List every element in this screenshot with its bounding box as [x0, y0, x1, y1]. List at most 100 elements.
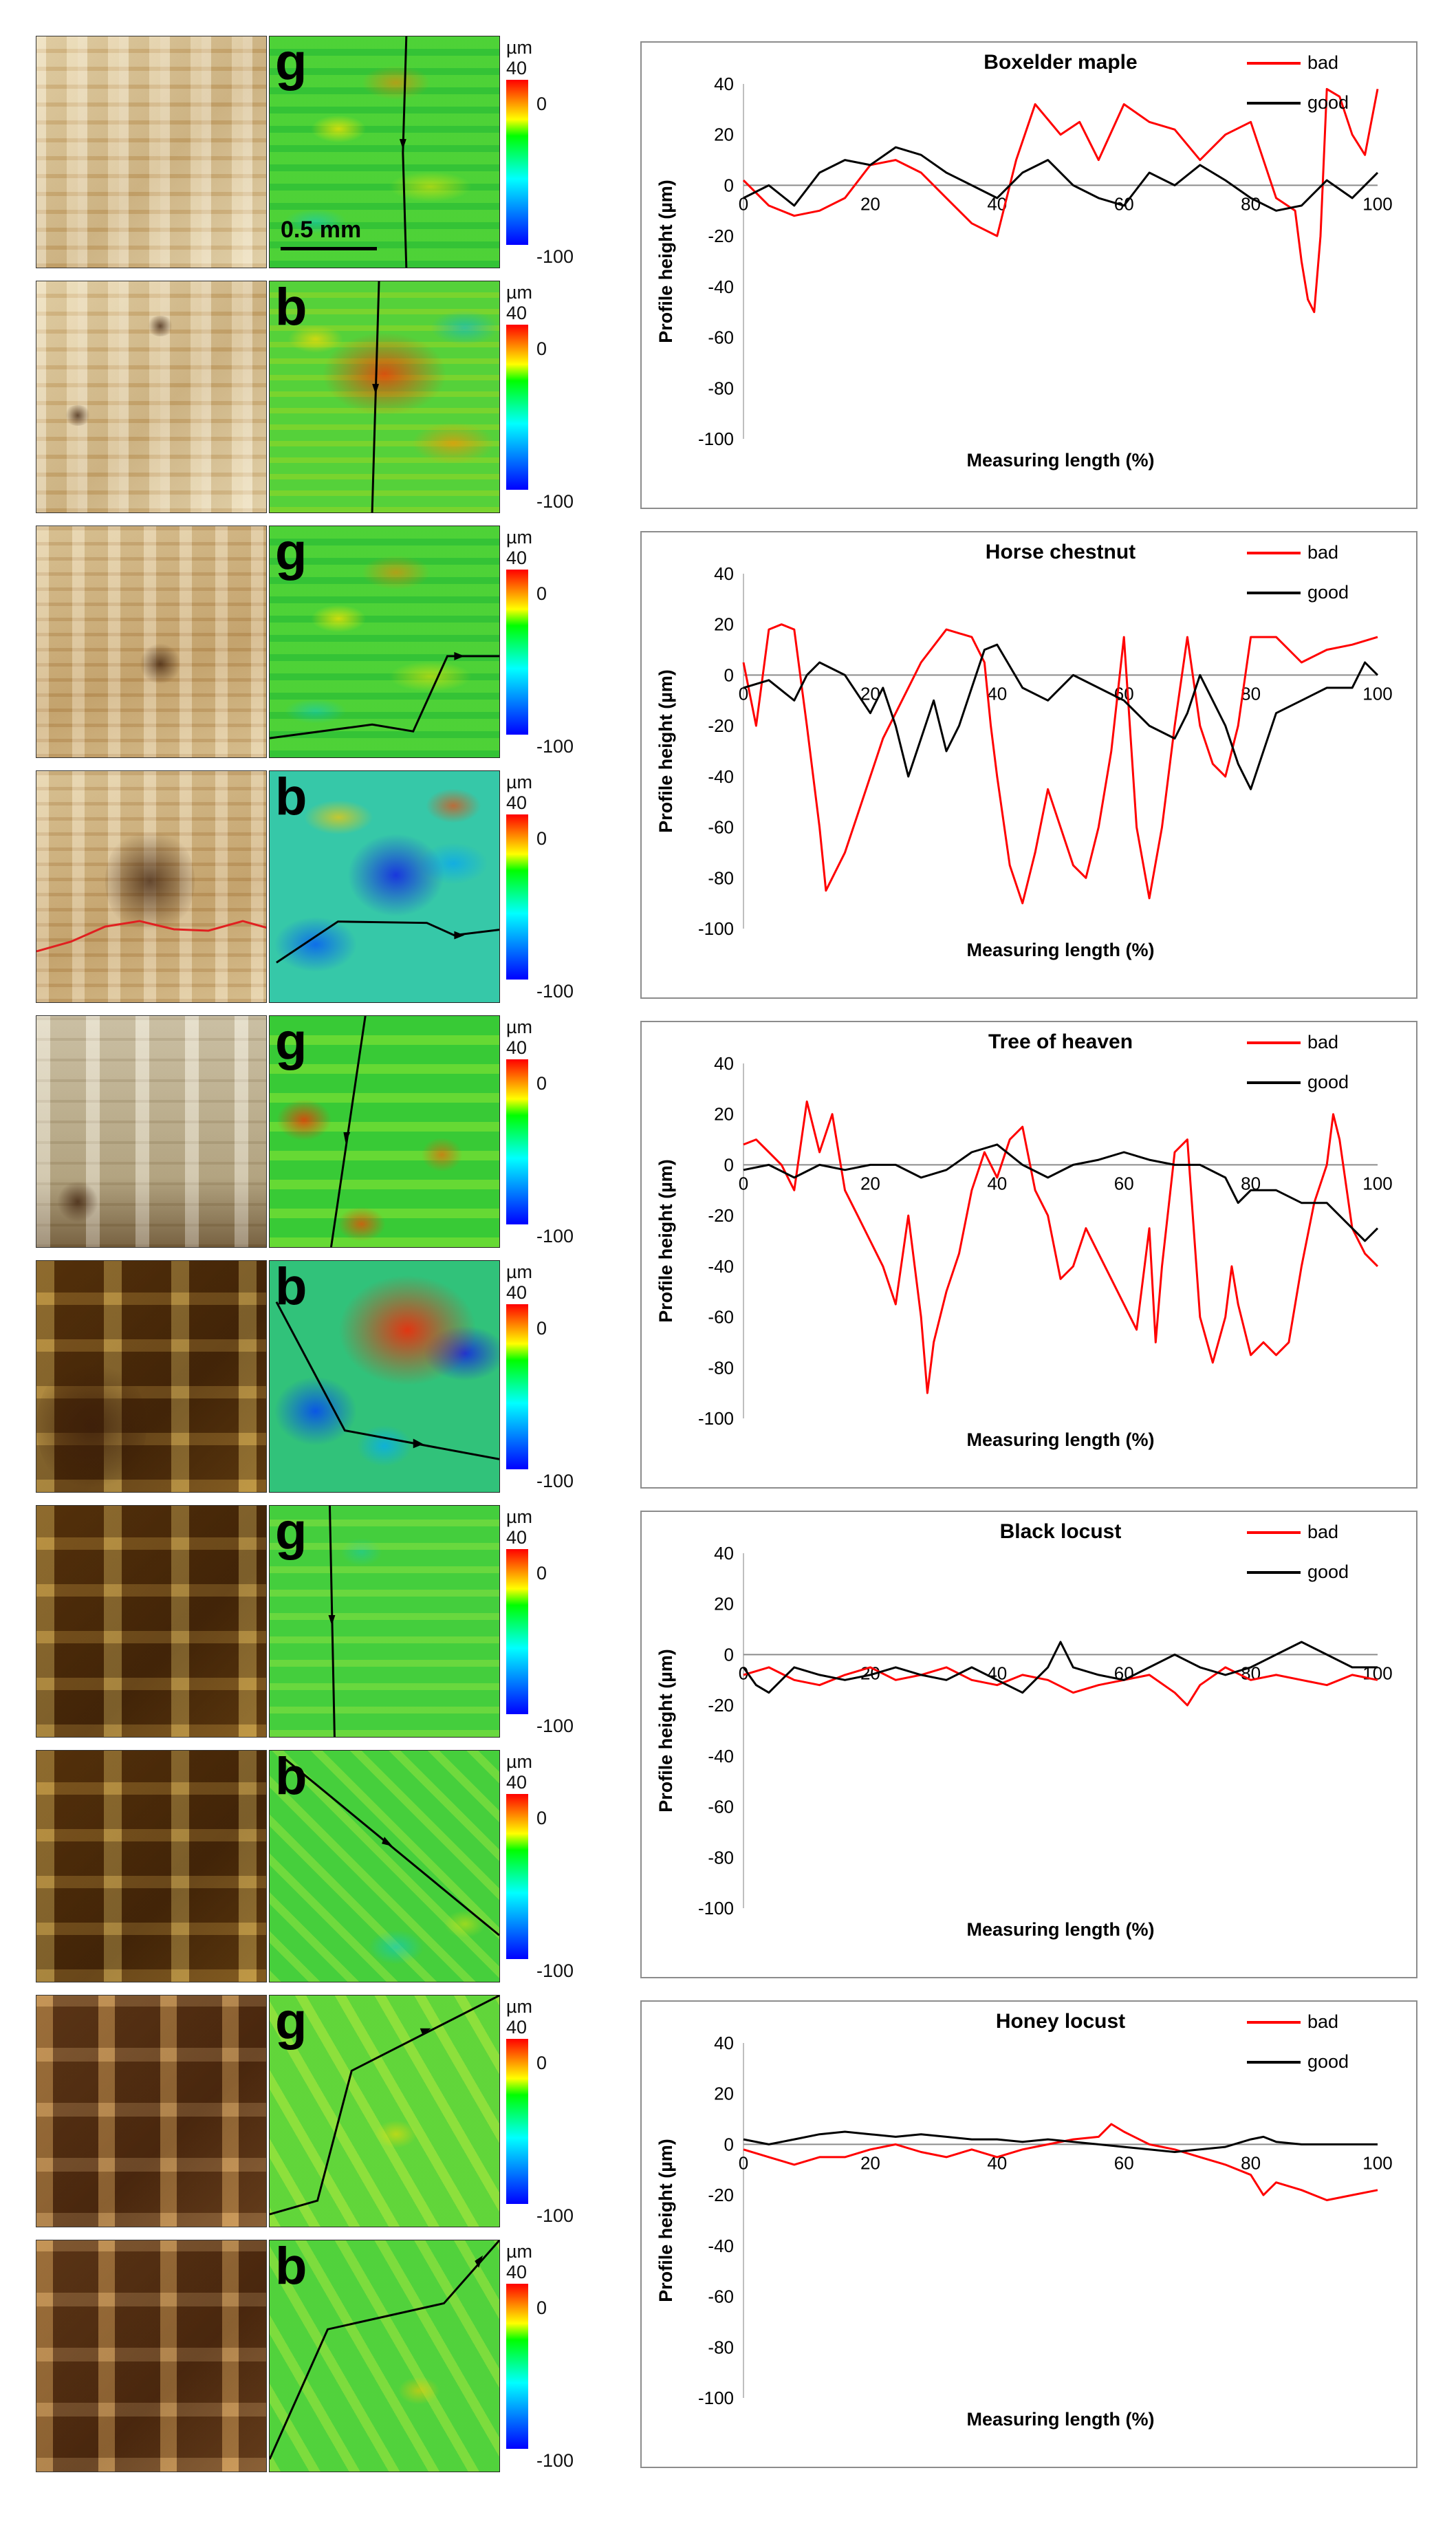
- colorbar: µm 40 0 -100: [506, 1260, 574, 1493]
- colorbar-min: -100: [536, 1716, 574, 1736]
- y-axis-title: Profile height (µm): [655, 1649, 676, 1813]
- micrograph-horse-chestnut-good: [36, 526, 267, 758]
- y-tick-label: -20: [708, 2185, 734, 2205]
- y-tick-label: -100: [698, 918, 734, 939]
- y-tick-label: -60: [708, 1307, 734, 1328]
- colorbar-gradient: [506, 325, 528, 490]
- series-line-good: [743, 643, 1379, 790]
- x-axis-title: Measuring length (%): [966, 450, 1154, 471]
- legend-label-bad: bad: [1307, 2011, 1338, 2032]
- micrograph-pore: [140, 643, 181, 684]
- colorbar-min: -100: [536, 736, 574, 757]
- x-tick-label: 80: [1241, 2152, 1261, 2173]
- colorbar-max: 40: [506, 2017, 528, 2037]
- x-axis-title: Measuring length (%): [966, 1429, 1154, 1450]
- x-tick-label: 0: [739, 193, 748, 214]
- chart-title: Honey locust: [996, 2010, 1125, 2033]
- y-tick-label: -40: [708, 277, 734, 297]
- colorbar-unit: µm: [506, 2241, 533, 2262]
- legend-label-good: good: [1307, 92, 1349, 113]
- y-tick-label: 40: [714, 1543, 734, 1564]
- y-tick-label: 40: [714, 2033, 734, 2053]
- micrograph-black-locust-bad: [36, 1750, 267, 1982]
- y-tick-label: -60: [708, 2286, 734, 2307]
- panel-letter: b: [275, 1750, 307, 1806]
- profile-line: [399, 36, 408, 268]
- series-line-bad: [743, 1666, 1378, 1707]
- micrograph-pore: [36, 1357, 146, 1492]
- y-tick-label: -80: [708, 867, 734, 888]
- x-axis-title: Measuring length (%): [966, 940, 1154, 960]
- series-line-good: [742, 1641, 1378, 1694]
- series-line-good: [743, 2130, 1378, 2153]
- colorbar-gradient: [506, 1304, 528, 1469]
- y-axis-title: Profile height (µm): [655, 2139, 676, 2302]
- panel-letter: g: [275, 1995, 307, 2051]
- series-line-bad: [742, 623, 1378, 905]
- chart-title: Tree of heaven: [988, 1030, 1133, 1053]
- x-axis-title: Measuring length (%): [966, 1919, 1154, 1940]
- micrograph-honey-locust-bad: [36, 2240, 267, 2472]
- colorbar-unit: µm: [506, 1262, 533, 1282]
- x-tick-label: 40: [987, 683, 1007, 704]
- colorbar-unit: µm: [506, 527, 533, 548]
- y-tick-label: 0: [724, 1154, 734, 1175]
- x-tick-label: 0: [739, 1173, 748, 1193]
- y-tick-label: -20: [708, 226, 734, 246]
- x-tick-label: 60: [1114, 2152, 1134, 2173]
- colorbar: µm 40 0 -100: [506, 1750, 574, 1982]
- x-tick-label: 100: [1362, 1663, 1392, 1683]
- panel-letter: b: [275, 1260, 307, 1316]
- colorbar-min: -100: [536, 1960, 574, 1981]
- legend-label-good: good: [1307, 582, 1349, 603]
- series-line-bad: [743, 2123, 1378, 2201]
- y-tick-label: 0: [724, 1644, 734, 1665]
- micrograph-black-locust-good: [36, 1505, 267, 1738]
- y-tick-label: -20: [708, 715, 734, 736]
- chart-honey-locust: Honey locust 40 20 0 -20 -40 -60 -80 -100 0 20 40 60…: [640, 2000, 1417, 2468]
- y-axis-title: Profile height (µm): [655, 180, 676, 343]
- x-tick-label: 0: [739, 1663, 748, 1683]
- x-tick-label: 80: [1241, 193, 1261, 214]
- colorbar-zero: 0: [536, 1808, 547, 1828]
- colorbar-unit: µm: [506, 282, 533, 303]
- micrograph-pore: [146, 316, 174, 336]
- colorbar-min: -100: [536, 2205, 574, 2226]
- y-tick-label: -20: [708, 1695, 734, 1716]
- micrograph-tree-of-heaven-good: [36, 1015, 267, 1248]
- colorbar-unit: µm: [506, 1751, 533, 1772]
- legend-label-good: good: [1307, 1561, 1349, 1582]
- scale-bar: [281, 247, 377, 250]
- colorbar-zero: 0: [536, 1563, 547, 1583]
- micrograph-pore: [105, 826, 195, 936]
- profile-line: [270, 2240, 499, 2460]
- colorbar-gradient: [506, 2039, 528, 2204]
- colorbar-zero: 0: [536, 2297, 547, 2318]
- y-tick-label: -40: [708, 766, 734, 787]
- colorbar-min: -100: [536, 491, 574, 512]
- height-map-tree-of-heaven-good: g: [269, 1015, 500, 1248]
- legend-label-bad: bad: [1307, 52, 1338, 73]
- y-tick-label: -80: [708, 1357, 734, 1378]
- y-tick-label: -40: [708, 1256, 734, 1277]
- colorbar-zero: 0: [536, 1318, 547, 1339]
- y-tick-label: 0: [724, 175, 734, 195]
- y-tick-label: 40: [714, 74, 734, 94]
- y-tick-label: -100: [698, 1408, 734, 1429]
- y-axis-title: Profile height (µm): [655, 1159, 676, 1323]
- micrograph-pore: [57, 1181, 98, 1222]
- height-map-honey-locust-good: g: [269, 1995, 500, 2227]
- panel-letter: g: [275, 526, 307, 581]
- legend-label-good: good: [1307, 1072, 1349, 1092]
- y-tick-label: -40: [708, 1746, 734, 1766]
- colorbar: µm 40 0 -100: [506, 36, 574, 268]
- y-tick-label: -80: [708, 378, 734, 398]
- profile-line: [328, 1506, 336, 1737]
- profile-line: [329, 1016, 367, 1247]
- height-map-horse-chestnut-good: g: [269, 526, 500, 758]
- micrograph-tree-of-heaven-bad: [36, 1260, 267, 1493]
- panel-letter: b: [275, 770, 307, 826]
